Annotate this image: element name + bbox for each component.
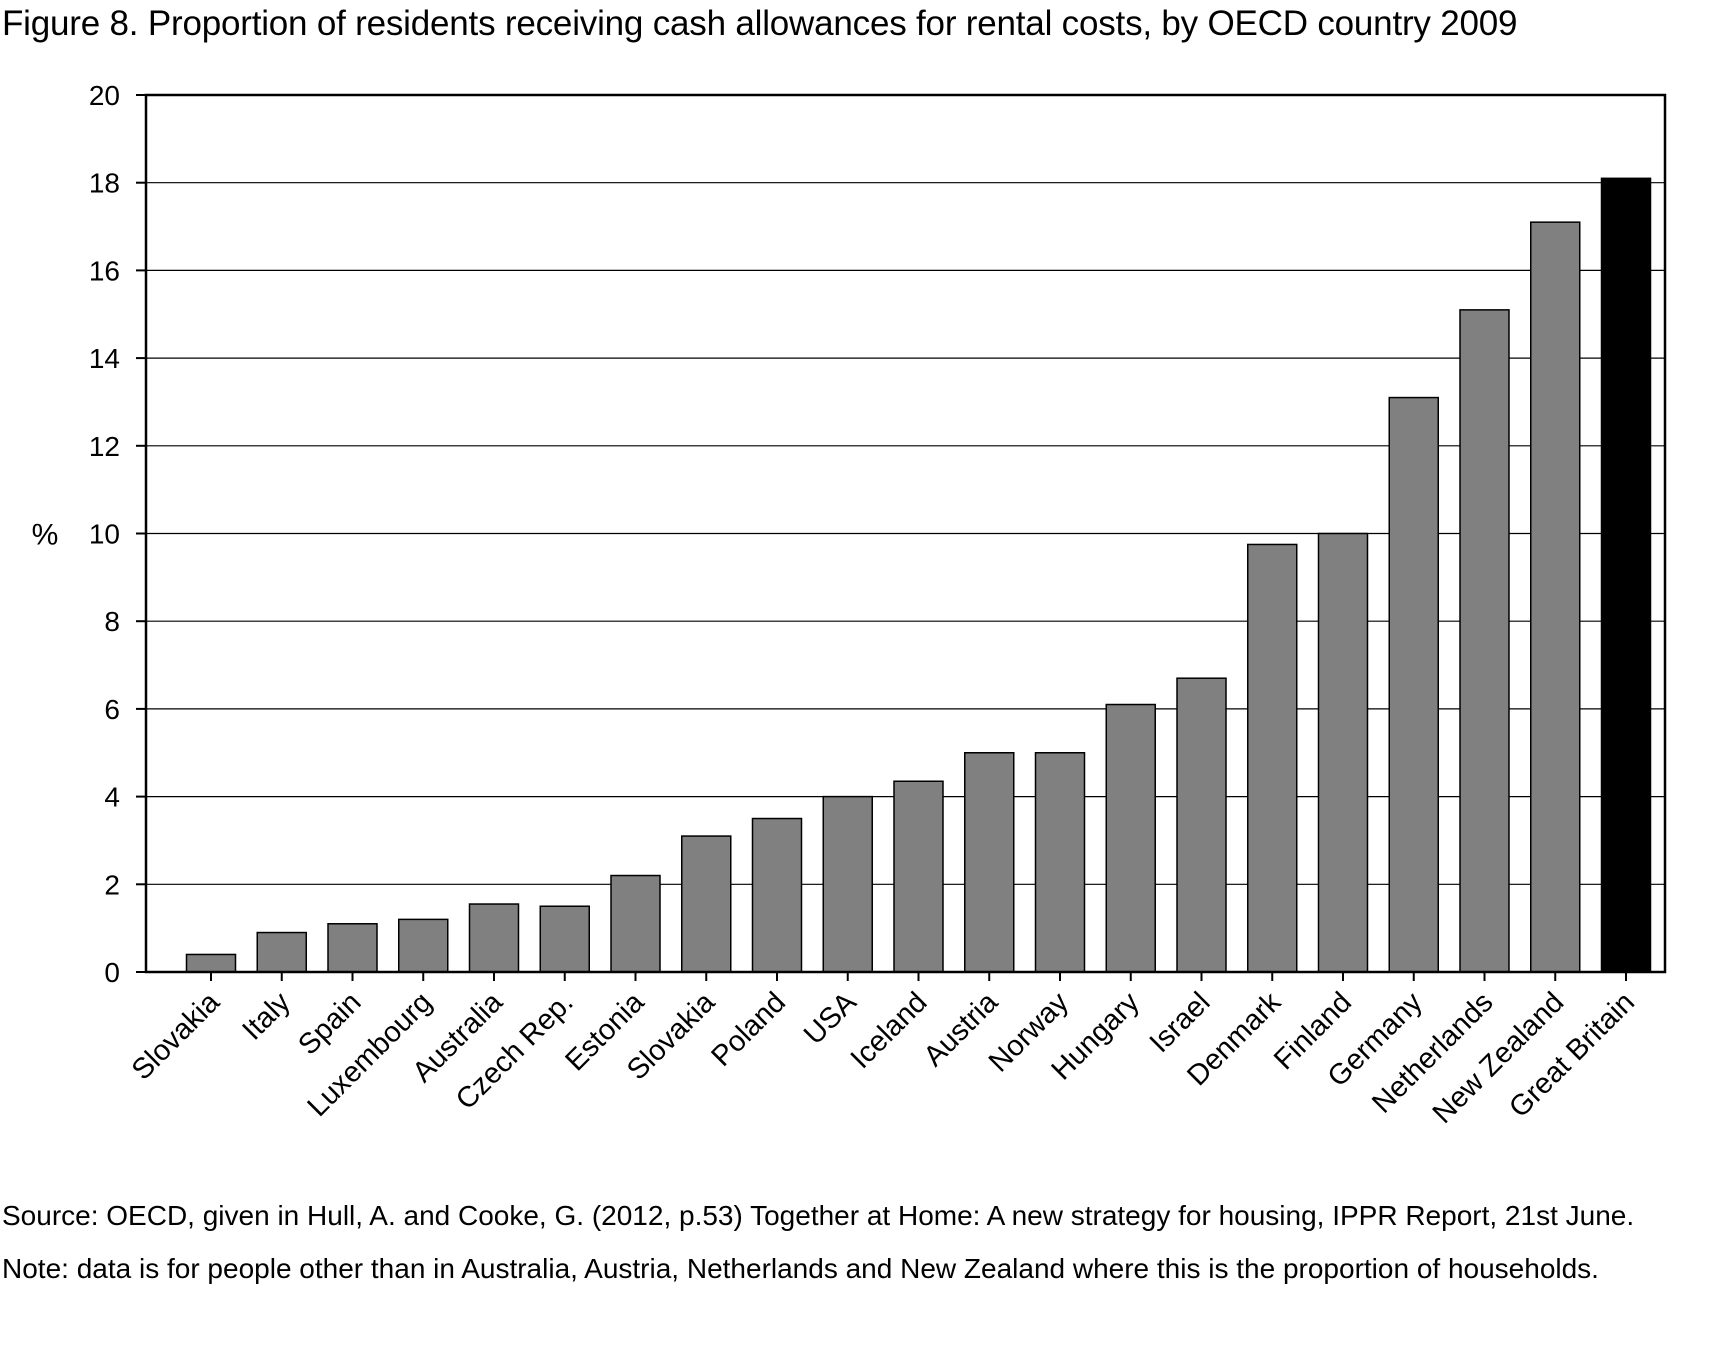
y-tick-label: 18	[89, 168, 120, 199]
y-tick-label: 14	[89, 343, 120, 374]
bar-norway	[1034, 752, 1086, 973]
x-tick-label: USA	[798, 986, 863, 1051]
x-tick-label: Slovakia	[126, 986, 227, 1087]
y-tick-label: 6	[104, 694, 120, 725]
bar-great-britain	[1600, 177, 1652, 973]
bar-estonia	[610, 874, 661, 973]
bar-denmark	[1247, 543, 1298, 973]
y-axis-label: %	[32, 519, 59, 552]
bar-iceland	[893, 780, 944, 973]
y-tick-label: 20	[89, 80, 120, 111]
bar-usa	[822, 795, 873, 973]
bar-slovakia	[185, 953, 237, 973]
y-tick-label: 0	[104, 957, 120, 988]
bar-new-zealand	[1530, 221, 1581, 973]
x-tick-label: Italy	[236, 986, 297, 1047]
y-axis-ticks: 0 2 4 6 8 10 12 14 16 18 20	[89, 80, 146, 988]
source-text: Source: OECD, given in Hull, A. and Cook…	[2, 1200, 1635, 1231]
bar-australia	[468, 903, 520, 973]
x-tick-label: Poland	[705, 986, 791, 1072]
y-tick-label: 10	[89, 519, 120, 550]
bar-austria	[964, 752, 1015, 973]
y-tick-label: 4	[104, 782, 120, 813]
bar-israel	[1176, 677, 1227, 973]
bar-czech-rep	[539, 905, 590, 973]
bars	[185, 177, 1652, 973]
chart-title: Figure 8. Proportion of residents receiv…	[2, 4, 1518, 43]
y-tick-label: 16	[89, 255, 120, 286]
bar-spain	[327, 923, 378, 973]
bar-germany	[1388, 396, 1439, 973]
bar-hungary	[1105, 703, 1156, 973]
x-axis-labels: Slovakia ItalySpainLuxembourgAustraliaCze…	[126, 972, 1641, 1130]
bar-luxembourg	[398, 918, 449, 973]
note-text: Note: data is for people other than in A…	[2, 1253, 1599, 1284]
bar-netherlands	[1459, 309, 1510, 973]
bar-italy	[256, 931, 307, 973]
y-tick-label: 12	[89, 431, 120, 462]
bar-finland	[1317, 532, 1369, 973]
x-tick-label: Iceland	[845, 986, 934, 1075]
y-tick-label: 8	[104, 606, 120, 637]
bar-poland	[751, 817, 803, 973]
y-tick-label: 2	[104, 869, 120, 900]
bar-slovakia	[681, 835, 732, 973]
